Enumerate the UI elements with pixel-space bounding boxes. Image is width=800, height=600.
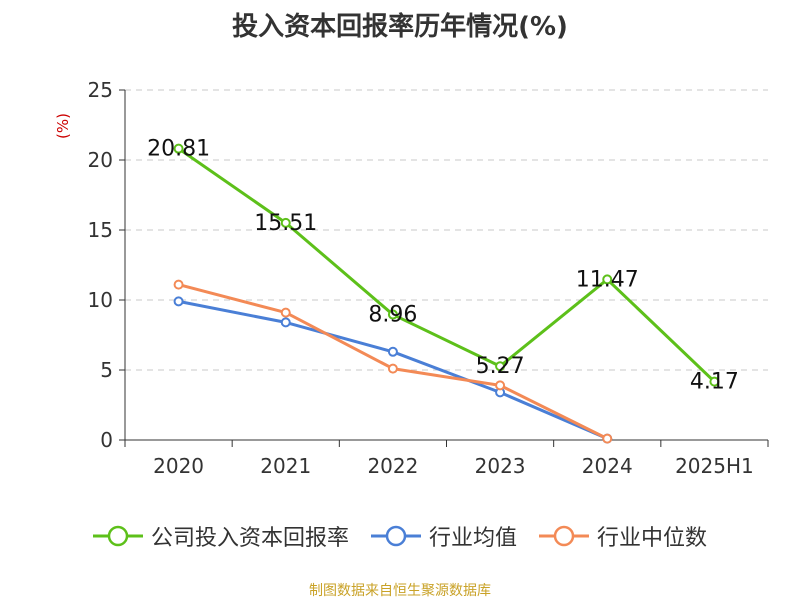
data-label: 5.27	[476, 354, 525, 379]
data-point	[173, 279, 184, 290]
data-label: 20.81	[147, 137, 210, 162]
data-label: 15.51	[254, 211, 317, 236]
data-point	[602, 433, 613, 444]
data-point	[387, 309, 398, 320]
x-tick-label: 2024	[582, 454, 633, 478]
data-label: 8.96	[368, 303, 417, 328]
legend-swatch-marker	[553, 525, 575, 547]
data-point	[173, 296, 184, 307]
legend-item[interactable]: 公司投入资本回报率	[92, 520, 349, 552]
x-tick-label: 2025H1	[675, 454, 754, 478]
data-point	[280, 307, 291, 318]
data-point	[495, 380, 506, 391]
y-tick-label: 15	[88, 218, 113, 242]
data-point	[709, 376, 720, 387]
chart-plot: 0 5 10 15 20 25 (%) 2020 2021 2022 2023 2024 2025H1 2…	[54, 78, 769, 478]
series-line-0	[177, 147, 716, 383]
legend-label: 行业均值	[428, 526, 517, 551]
x-tick-label: 2022	[367, 454, 418, 478]
chart-title: 投入资本回报率历年情况(%)	[232, 12, 568, 42]
data-point	[602, 274, 613, 285]
legend-item[interactable]: 行业均值	[370, 520, 517, 552]
y-tick-label: 5	[100, 358, 113, 382]
legend-swatch-marker	[385, 525, 407, 547]
legend-item[interactable]: 行业中位数	[539, 520, 707, 552]
legend-swatch	[539, 525, 589, 547]
data-point	[387, 363, 398, 374]
data-label: 4.17	[690, 370, 739, 395]
chart-legend: 公司投入资本回报率 行业均值 行业中位数	[0, 520, 800, 552]
x-tick-label: 2021	[260, 454, 311, 478]
data-point	[280, 317, 291, 328]
y-tick-label: 0	[100, 428, 113, 452]
legend-swatch-marker	[107, 525, 129, 547]
data-point	[387, 346, 398, 357]
data-point	[173, 143, 184, 154]
y-tick-label: 20	[88, 148, 113, 172]
y-tick-label: 25	[88, 78, 113, 102]
y-axis-label: (%)	[54, 113, 72, 139]
legend-label: 公司投入资本回报率	[150, 526, 349, 551]
y-tick-label: 10	[88, 288, 113, 312]
x-tick-label: 2023	[475, 454, 526, 478]
data-point	[280, 217, 291, 228]
source-note: 制图数据来自恒生聚源数据库	[309, 583, 491, 599]
data-label: 11.47	[576, 267, 639, 292]
legend-label: 行业中位数	[597, 526, 708, 551]
x-tick-label: 2020	[153, 454, 204, 478]
data-point	[495, 361, 506, 372]
legend-swatch	[370, 525, 421, 547]
legend-swatch	[92, 525, 143, 547]
